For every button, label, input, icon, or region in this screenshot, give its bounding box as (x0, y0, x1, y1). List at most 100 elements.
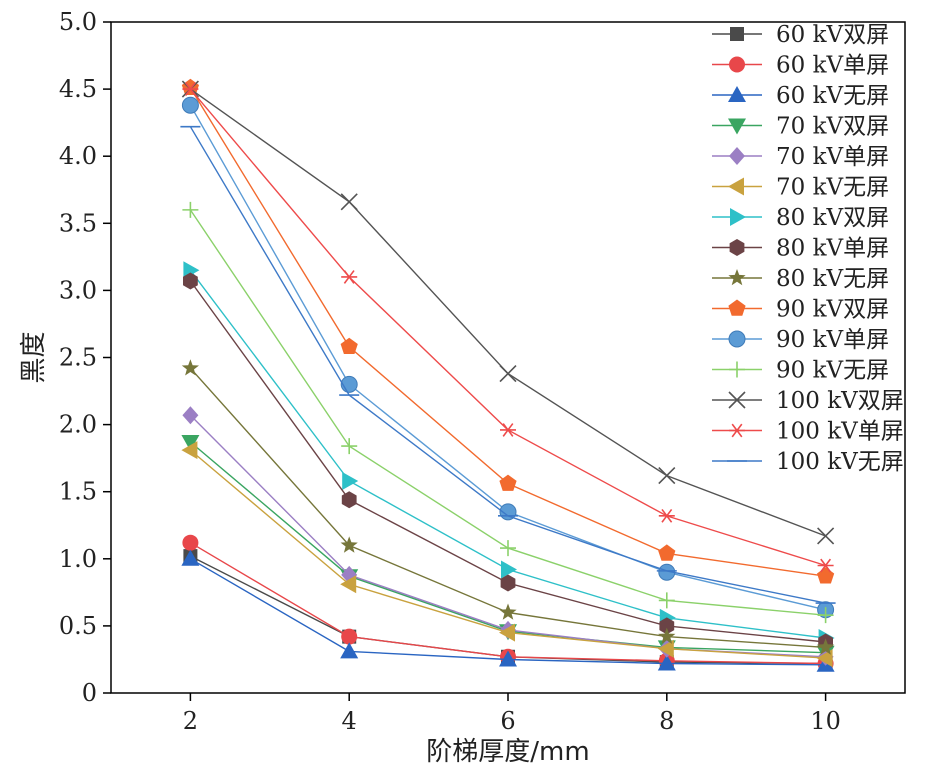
legend-label: 60 kV单屏 (776, 53, 889, 79)
legend-marker (728, 269, 746, 286)
data-point (658, 592, 675, 609)
legend-label: 90 kV无屏 (776, 358, 889, 384)
legend-item: 60 kV单屏 (712, 53, 889, 79)
data-point (499, 650, 517, 667)
y-tick-label: 4.5 (59, 75, 97, 103)
legend-item: 100 kV无屏 (712, 449, 904, 475)
y-tick-label: 0.5 (59, 612, 97, 640)
x-axis-title: 阶梯厚度/mm (426, 737, 589, 767)
data-point (657, 639, 674, 658)
legend-label: 90 kV单屏 (776, 327, 889, 353)
data-point (658, 544, 676, 561)
data-point (817, 607, 834, 624)
data-point (340, 642, 359, 659)
series-14 (182, 82, 834, 573)
legend-label: 70 kV双屏 (776, 114, 889, 140)
data-point (817, 638, 835, 655)
legend-item: 100 kV双屏 (712, 388, 904, 414)
series-6 (181, 441, 833, 668)
data-point (181, 96, 199, 114)
legend-label: 80 kV双屏 (776, 205, 889, 231)
y-tick-label: 1.0 (59, 545, 97, 573)
data-point (181, 549, 200, 566)
series-line (189, 126, 826, 604)
legend-marker (728, 299, 746, 316)
x-tick-label: 10 (810, 707, 841, 735)
y-tick-label: 3.5 (59, 209, 97, 237)
series-9 (181, 359, 835, 655)
legend-label: 70 kV无屏 (776, 175, 889, 201)
axes: 2 4 6 8 10 0 0.5 1.0 1.5 2.0 2.5 3.0 3.5 4.0 4.5 5.0 阶梯厚… (19, 8, 906, 767)
data-point (182, 201, 199, 218)
legend-marker (729, 147, 745, 165)
series-line (189, 88, 826, 567)
y-tick-label: 2.0 (59, 411, 97, 439)
data-point (817, 527, 835, 545)
data-point (817, 567, 835, 584)
data-point (340, 337, 358, 354)
legend-marker (728, 86, 746, 102)
legend-marker (728, 177, 744, 196)
series-15 (180, 125, 836, 604)
data-point (499, 623, 515, 642)
legend-marker (729, 423, 745, 438)
legend-item: 80 kV单屏 (712, 236, 889, 262)
data-point (658, 467, 676, 485)
legend-label: 80 kV单屏 (776, 236, 889, 262)
legend-marker (728, 330, 746, 348)
data-point (341, 438, 358, 455)
data-point (182, 406, 199, 425)
legend-label: 100 kV双屏 (776, 388, 904, 414)
data-point (340, 575, 357, 594)
x-tick-label: 8 (659, 707, 674, 735)
legend-item: 70 kV双屏 (712, 114, 889, 140)
data-point (342, 472, 359, 490)
data-point (500, 540, 516, 557)
data-point (341, 491, 357, 509)
x-tick-label: 6 (500, 707, 515, 735)
data-point (181, 435, 200, 451)
legend-label: 100 kV单屏 (776, 419, 904, 445)
data-point (341, 270, 358, 284)
y-tick-label: 4.0 (59, 142, 97, 170)
legend-item: 80 kV无屏 (712, 266, 889, 292)
legend-label: 60 kV无屏 (776, 83, 889, 109)
legend-marker (730, 27, 744, 41)
legend-label: 100 kV无屏 (776, 449, 904, 475)
x-tick-label: 2 (183, 707, 198, 735)
data-point (181, 441, 198, 460)
legend-marker (730, 208, 746, 226)
data-point (817, 558, 834, 573)
legend-marker (729, 361, 745, 378)
legend-label: 90 kV双屏 (776, 297, 889, 323)
data-point (499, 603, 517, 620)
legend-item: 80 kV双屏 (712, 205, 889, 231)
series-12 (182, 201, 834, 624)
legend-item: 100 kV单屏 (712, 419, 904, 445)
series-line (190, 542, 826, 665)
series-3 (181, 549, 835, 672)
data-point (659, 617, 675, 635)
legend-item: 70 kV单屏 (712, 144, 889, 170)
data-point (499, 365, 517, 383)
legend-marker (728, 118, 746, 135)
legend: 60 kV双屏 60 kV单屏 60 kV无屏 70 kV双屏 70 kV单屏 70 kV… (712, 22, 904, 475)
legend-label: 80 kV无屏 (776, 266, 889, 292)
y-tick-label: 0 (82, 679, 97, 707)
series-line (189, 87, 826, 577)
data-point (341, 628, 358, 645)
legend-label: 60 kV双屏 (776, 22, 889, 48)
y-tick-label: 2.5 (59, 344, 97, 372)
series-11 (181, 96, 835, 619)
data-point (183, 272, 198, 290)
data-point (658, 627, 676, 644)
data-point (658, 508, 675, 523)
y-axis-title: 黑度 (19, 331, 49, 383)
data-point (500, 423, 516, 437)
plot-area (180, 78, 836, 672)
y-tick-label: 3.0 (59, 276, 97, 304)
legend-item: 60 kV双屏 (712, 22, 889, 48)
data-point (181, 359, 199, 376)
y-tick-label: 5.0 (59, 8, 97, 36)
